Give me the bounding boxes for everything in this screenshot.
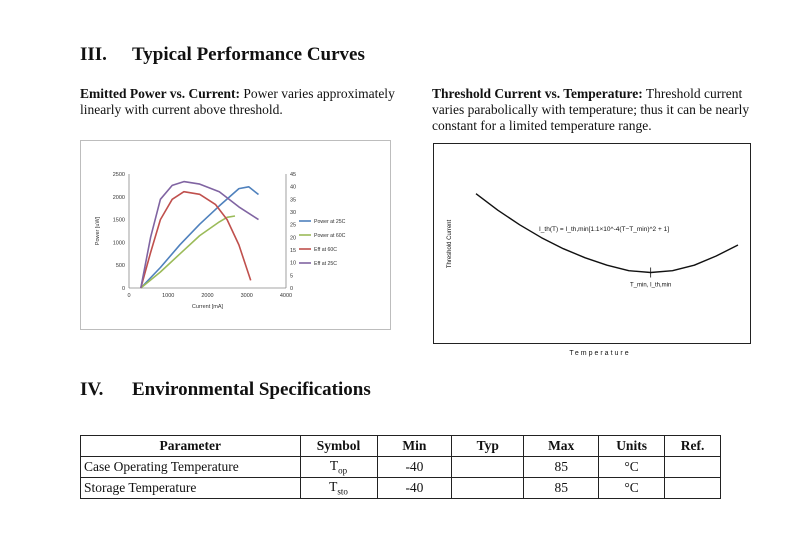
min-label: T_min, I_th,min xyxy=(630,283,671,289)
section-heading-iii: III. Typical Performance Curves xyxy=(80,44,365,66)
y-tick-label: 2000 xyxy=(113,195,125,201)
y-tick-label: 1500 xyxy=(113,218,125,224)
cell-parameter: Case Operating Temperature xyxy=(80,456,301,478)
y2-tick-label: 45 xyxy=(290,172,296,178)
left-caption: Emitted Power vs. Current: Power varies … xyxy=(80,86,425,118)
series-line xyxy=(140,180,259,289)
y-tick-label: 1000 xyxy=(113,240,125,246)
x-tick-label: 0 xyxy=(127,293,130,299)
legend-label: Eff at 60C xyxy=(314,247,337,253)
series-line xyxy=(140,190,252,289)
right-caption-bold: Threshold Current vs. Temperature: xyxy=(432,86,643,101)
environmental-spec-table: Parameter Symbol Min Typ Max Units Ref. … xyxy=(80,435,721,499)
symbol-sub: sto xyxy=(337,486,348,497)
right-caption-text: Threshold current varies parabolically w… xyxy=(432,86,750,133)
legend-label: Power at 60C xyxy=(314,233,346,239)
cell-units: °C xyxy=(598,477,666,499)
section-heading-iv: IV. Environmental Specifications xyxy=(80,379,371,401)
left-caption-text: Power varies approximately linearly with… xyxy=(80,86,395,117)
cell-ref xyxy=(664,456,721,478)
x-tick-label: 3000 xyxy=(241,293,253,299)
y-tick-label: 0 xyxy=(122,286,125,292)
legend-label: Power at 25C xyxy=(314,219,346,225)
y2-tick-label: 0 xyxy=(290,286,293,292)
cell-typ xyxy=(451,477,525,499)
col-header-typ: Typ xyxy=(451,435,525,457)
section-number: IV. xyxy=(80,379,104,400)
cell-max: 85 xyxy=(523,456,600,478)
table-row: Case Operating Temperature Top -40 85 °C xyxy=(80,456,721,478)
y2-tick-label: 10 xyxy=(290,261,296,267)
y2-tick-label: 40 xyxy=(290,185,296,191)
col-header-parameter: Parameter xyxy=(80,435,301,457)
col-header-units: Units xyxy=(598,435,666,457)
cell-symbol: Tsto xyxy=(299,477,378,499)
section-number: III. xyxy=(80,44,107,65)
right-caption: Threshold Current vs. Temperature: Thres… xyxy=(432,86,764,134)
cell-symbol: Top xyxy=(299,456,378,478)
y2-tick-label: 25 xyxy=(290,223,296,229)
power-chart-frame: 0 500 1000 1500 2000 2500 0 5 10 15 20 25 30 35 40 45 0 1… xyxy=(80,140,391,330)
equation-label: I_th(T) = I_th,min[1.1×10^-4(T−T_min)^2 … xyxy=(539,226,669,233)
series-line xyxy=(140,185,259,289)
y-axis-label: Power [uW] xyxy=(95,216,101,245)
symbol-base: T xyxy=(329,479,338,495)
y2-tick-label: 35 xyxy=(290,197,296,203)
symbol-base: T xyxy=(329,458,339,474)
y2-tick-label: 15 xyxy=(290,248,296,254)
section-title: Environmental Specifications xyxy=(132,379,371,400)
power-vs-current-chart: 0 500 1000 1500 2000 2500 0 5 10 15 20 25 30 35 40 45 0 1… xyxy=(95,172,346,310)
x-tick-label: 2000 xyxy=(201,293,213,299)
y-tick-label: 2500 xyxy=(113,172,125,178)
y2-tick-label: 30 xyxy=(290,210,296,216)
x-axis-label: Current [mA] xyxy=(192,304,224,310)
col-header-ref: Ref. xyxy=(664,435,721,457)
y-tick-label: 500 xyxy=(116,263,125,269)
cell-typ xyxy=(451,456,525,478)
cell-min: -40 xyxy=(376,477,453,499)
cell-ref xyxy=(664,477,721,499)
cell-min: -40 xyxy=(376,456,453,478)
series-line xyxy=(140,215,236,289)
y2-tick-label: 20 xyxy=(290,235,296,241)
cell-parameter: Storage Temperature xyxy=(80,477,301,499)
symbol-sub: op xyxy=(338,465,348,476)
col-header-symbol: Symbol xyxy=(299,435,378,457)
legend-label: Eff at 25C xyxy=(314,261,337,267)
threshold-chart-frame: T_min, I_th,min I_th(T) = I_th,min[1.1×10… xyxy=(433,143,751,344)
col-header-min: Min xyxy=(376,435,453,457)
table-row: Storage Temperature Tsto -40 85 °C xyxy=(80,477,721,499)
cell-units: °C xyxy=(598,456,666,478)
threshold-vs-temperature-chart: T_min, I_th,min I_th(T) = I_th,min[1.1×10… xyxy=(447,193,739,289)
chart2-xlabel: Temperature xyxy=(569,350,631,357)
x-tick-label: 1000 xyxy=(162,293,174,299)
y-axis-label: Threshold Current xyxy=(447,219,453,268)
threshold-curve xyxy=(475,193,739,274)
left-caption-bold: Emitted Power vs. Current: xyxy=(80,86,240,101)
y2-tick-label: 5 xyxy=(290,273,293,279)
cell-max: 85 xyxy=(523,477,600,499)
x-tick-label: 4000 xyxy=(280,293,292,299)
table-header-row: Parameter Symbol Min Typ Max Units Ref. xyxy=(80,435,721,457)
section-title: Typical Performance Curves xyxy=(132,44,365,65)
col-header-max: Max xyxy=(523,435,600,457)
